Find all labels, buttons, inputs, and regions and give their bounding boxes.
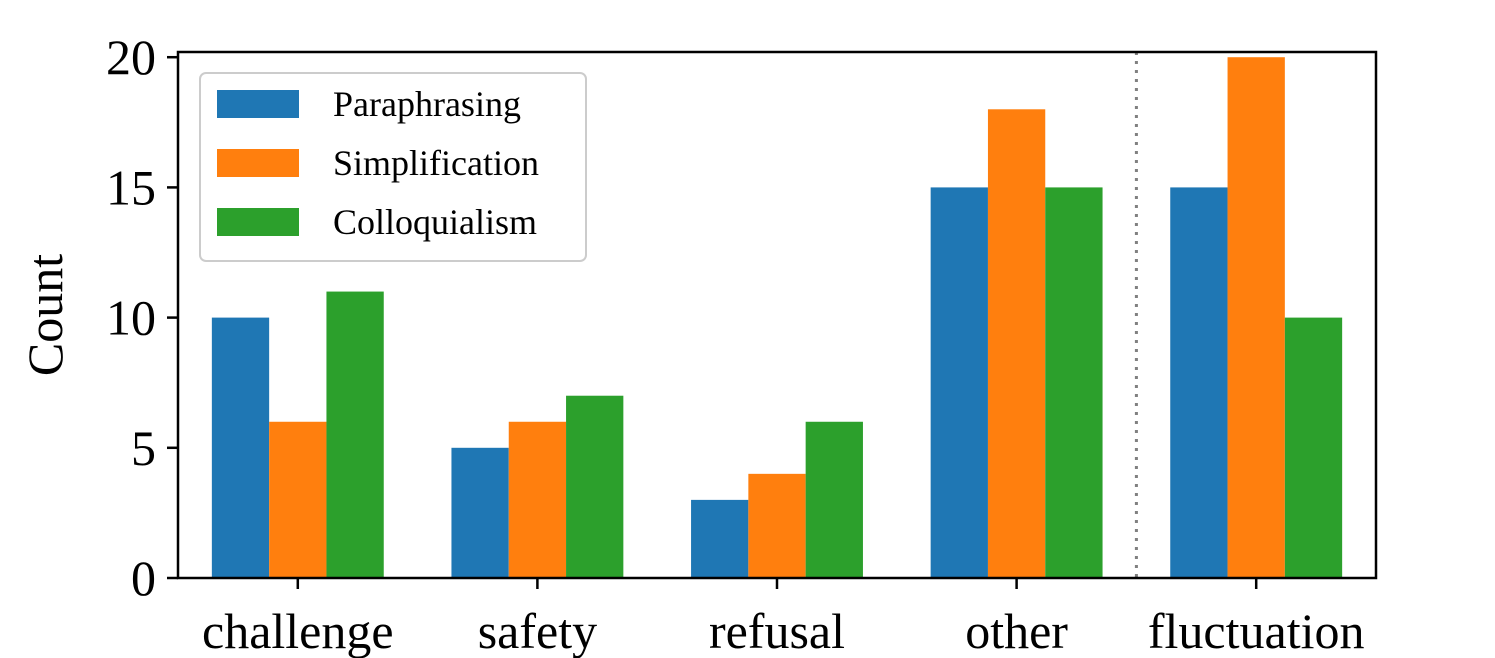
x-tick-label-challenge: challenge <box>202 603 394 658</box>
bar-refusal-paraphrasing <box>691 499 749 578</box>
y-tick-label: 0 <box>131 550 156 606</box>
bar-refusal-simplification <box>748 473 806 578</box>
y-tick-label: 20 <box>106 29 156 85</box>
x-tick-label-refusal: refusal <box>709 603 845 658</box>
legend-label-colloquialism: Colloquialism <box>333 202 537 242</box>
bars-group <box>211 57 1343 578</box>
y-tick-label: 10 <box>106 290 156 346</box>
bar-other-paraphrasing <box>930 187 988 578</box>
x-tick-label-fluctuation: fluctuation <box>1148 603 1365 658</box>
bar-safety-paraphrasing <box>451 447 509 578</box>
legend-swatch-colloquialism <box>217 208 299 236</box>
bar-fluctuation-simplification <box>1227 57 1285 578</box>
y-axis-ticks: 0 5 10 15 20 <box>106 29 178 606</box>
legend: Paraphrasing Simplification Colloquialism <box>199 72 587 262</box>
bar-fluctuation-colloquialism <box>1284 317 1343 578</box>
legend-swatch-simplification <box>217 149 299 177</box>
legend-swatch-paraphrasing <box>217 90 299 118</box>
bar-challenge-colloquialism <box>326 291 384 578</box>
bar-fluctuation-paraphrasing <box>1170 187 1228 578</box>
x-tick-label-safety: safety <box>478 603 597 658</box>
bar-safety-simplification <box>508 421 567 578</box>
y-tick-label: 15 <box>106 159 156 215</box>
legend-label-simplification: Simplification <box>333 143 539 183</box>
x-tick-label-other: other <box>965 603 1068 658</box>
bar-challenge-paraphrasing <box>211 317 270 578</box>
bar-other-colloquialism <box>1045 187 1103 578</box>
bar-challenge-simplification <box>269 421 327 578</box>
bar-safety-colloquialism <box>566 395 624 578</box>
bar-refusal-colloquialism <box>805 421 863 578</box>
bar-other-simplification <box>987 109 1046 578</box>
x-axis-ticks: challenge safety refusal other fluctuation <box>202 578 1365 658</box>
y-tick-label: 5 <box>131 420 156 476</box>
y-axis-label: Count <box>17 254 73 376</box>
legend-label-paraphrasing: Paraphrasing <box>333 84 521 124</box>
